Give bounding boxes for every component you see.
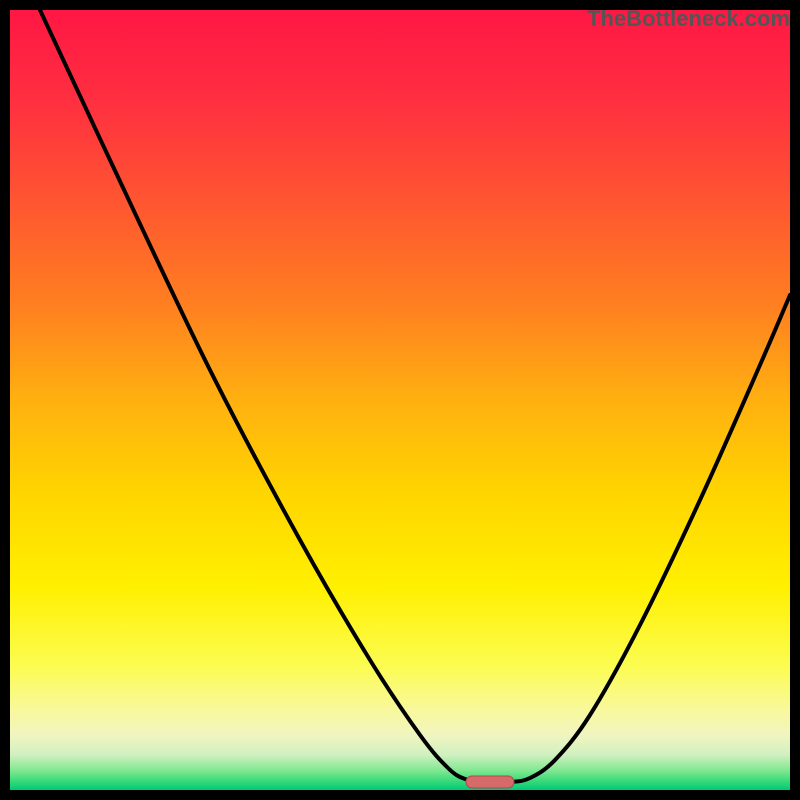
optimum-marker (466, 776, 514, 788)
bottleneck-chart (0, 0, 800, 800)
chart-background (10, 10, 790, 790)
chart-container: TheBottleneck.com (0, 0, 800, 800)
